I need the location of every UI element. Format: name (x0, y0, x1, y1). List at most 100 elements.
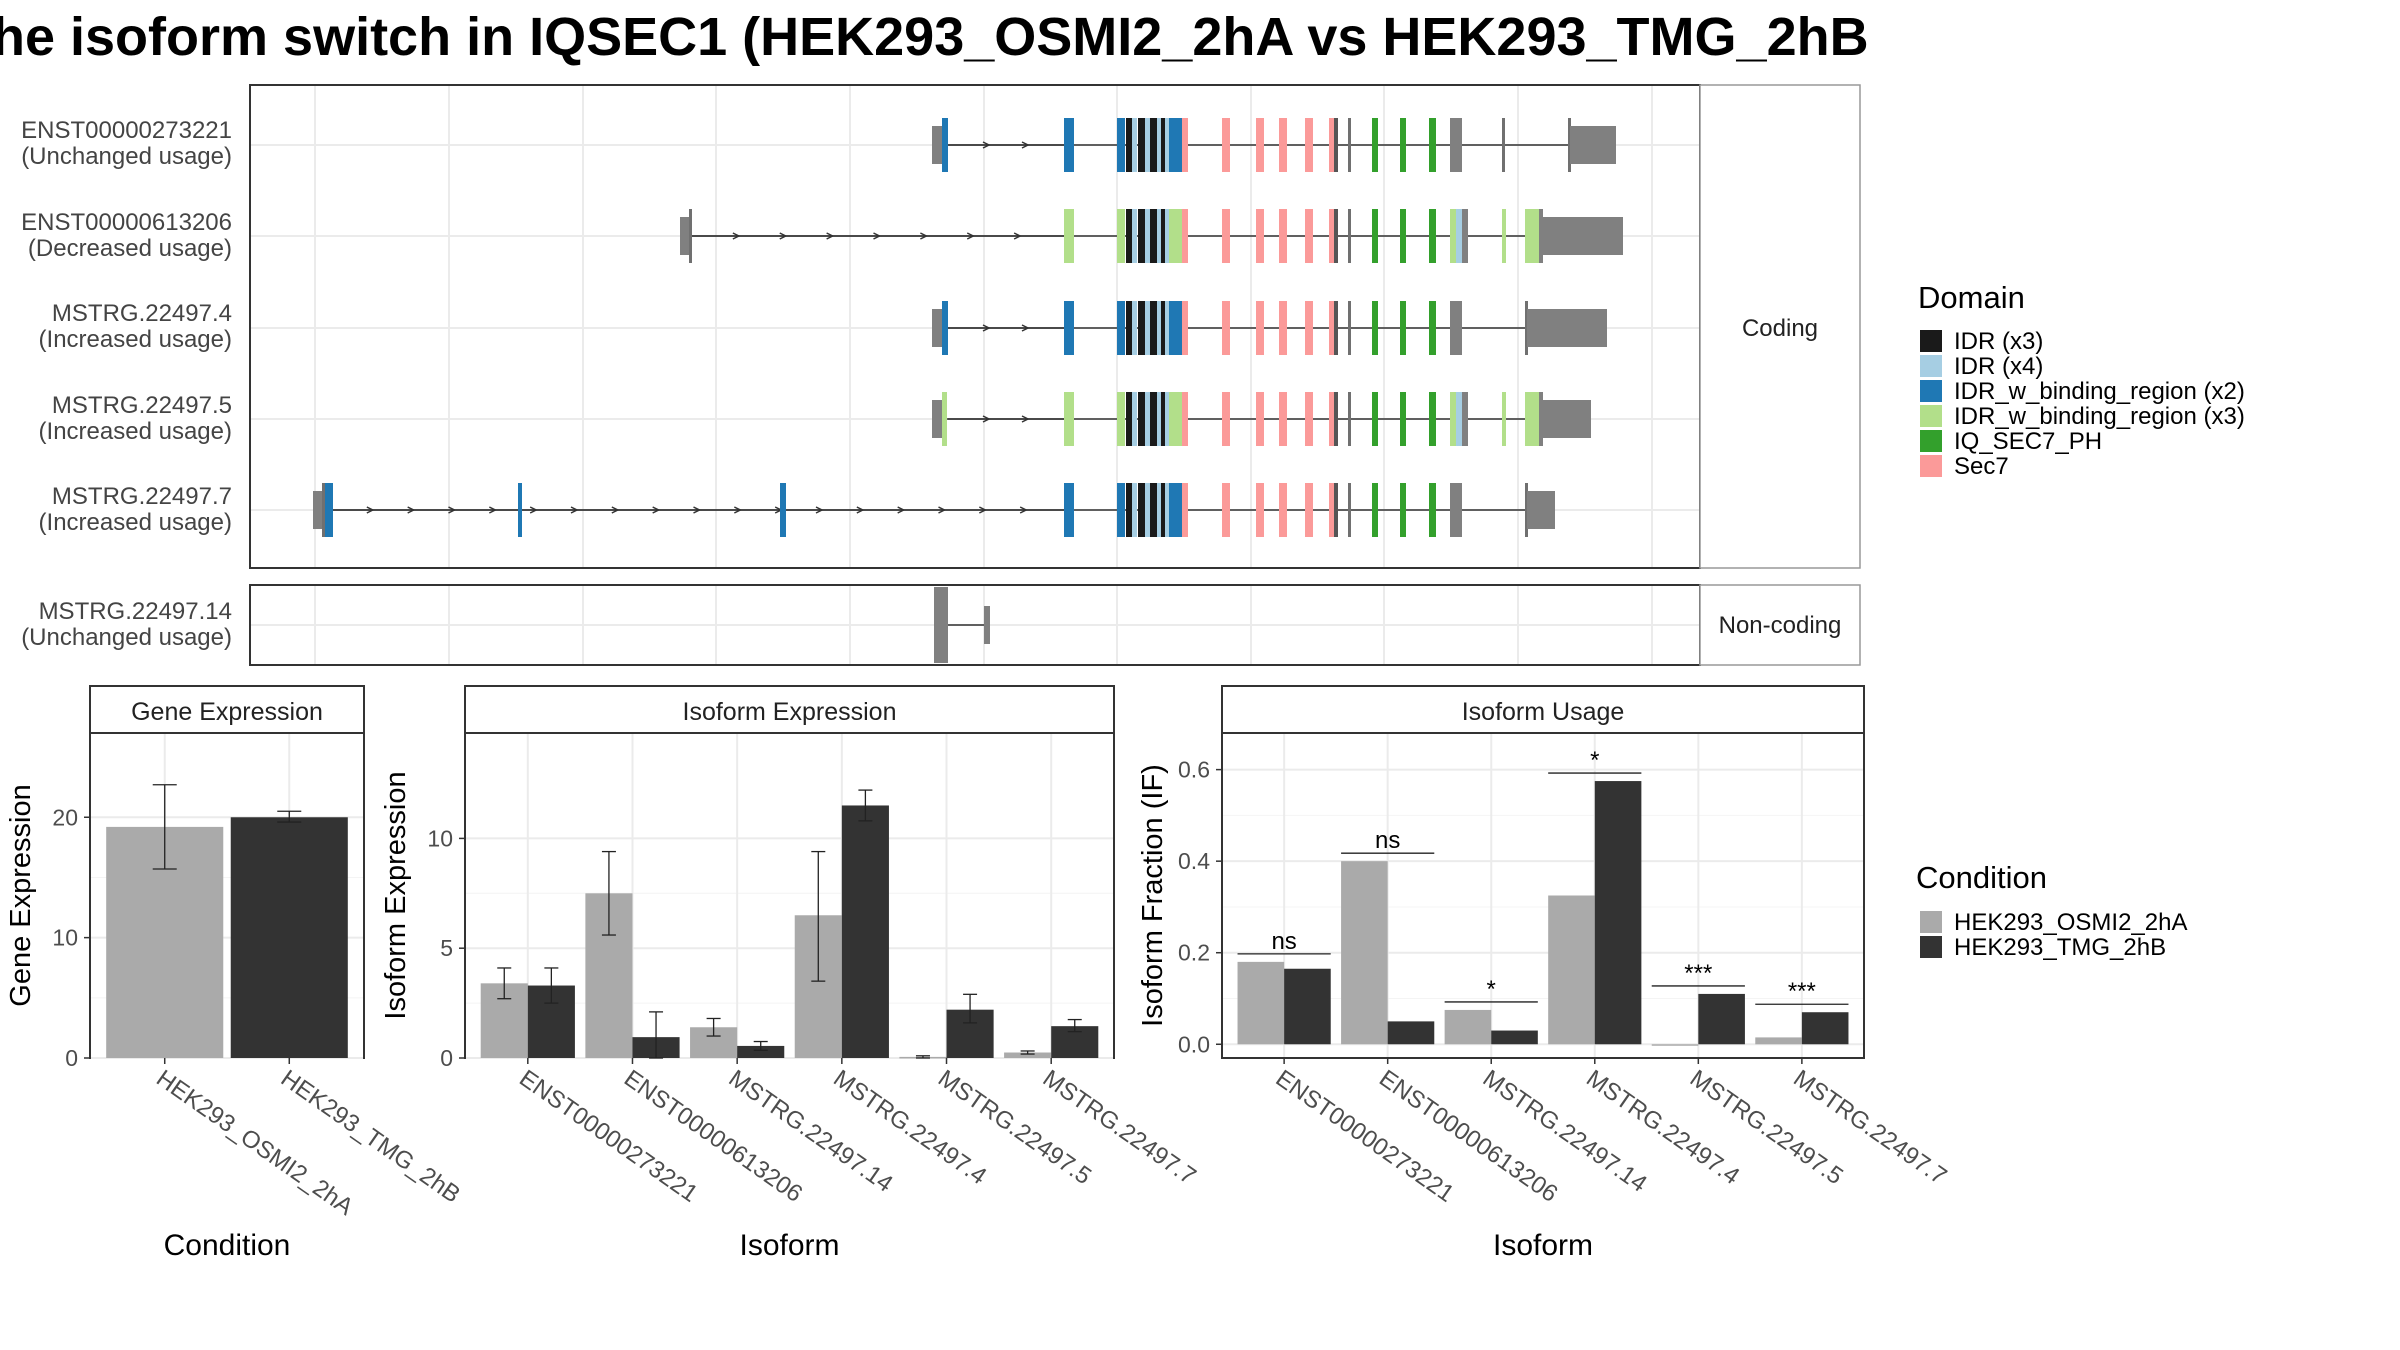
exon (780, 483, 786, 537)
domain-legend-key (1920, 355, 1942, 377)
exon (313, 491, 323, 529)
y-tick-label: 0.6 (1178, 757, 1210, 783)
exon (1150, 209, 1157, 263)
exon (1305, 301, 1313, 355)
panel-2: Isoform Expression 0 5 10 ENST00000273221ENS… (380, 685, 1201, 1262)
exon (1182, 392, 1188, 446)
exon (1172, 209, 1182, 263)
exon (1161, 301, 1166, 355)
exon-boundary (1348, 118, 1351, 172)
intron-arrow (732, 232, 741, 240)
exon (1429, 118, 1436, 172)
transcript-id-1: ENST00000273221 (21, 117, 232, 144)
panel-strip (89, 685, 365, 734)
exon (1570, 126, 1616, 164)
exon (1456, 392, 1462, 446)
exon (942, 301, 948, 355)
exon (1126, 301, 1132, 355)
condition-legend-key (1920, 911, 1942, 933)
y-tick-label: 5 (440, 935, 453, 961)
exon (932, 309, 942, 347)
exon-boundary (1348, 392, 1351, 446)
bar-HEK293_OSMI2_2hA-MSTRG.22497.14 (1444, 1009, 1492, 1045)
exon-boundary (1348, 483, 1351, 537)
exon (1182, 209, 1188, 263)
exon (1527, 309, 1607, 347)
exon (1450, 392, 1456, 446)
exon (1161, 209, 1166, 263)
intron-arrow (570, 506, 579, 514)
exon (1157, 392, 1161, 446)
exon (1279, 392, 1287, 446)
exon (1502, 209, 1506, 263)
exon (932, 126, 942, 164)
domain-legend-label: IDR_w_binding_region (x3) (1954, 403, 2245, 430)
exon (1279, 483, 1287, 537)
exon (1279, 118, 1287, 172)
bar-HEK293_TMG_2hB-MSTRG.22497.5 (1698, 993, 1745, 1045)
bar-HEK293_TMG_2hB-MSTRG.22497.14 (737, 1045, 785, 1058)
domain-legend-label: IDR_w_binding_region (x2) (1954, 378, 2245, 405)
exon (1305, 483, 1313, 537)
exon (1126, 392, 1132, 446)
exon (1305, 209, 1313, 263)
condition-legend-label: HEK293_TMG_2hB (1954, 934, 2166, 961)
exon (1138, 118, 1145, 172)
exon (1256, 118, 1264, 172)
transcript-usage-5: (Increased usage) (39, 509, 232, 536)
bar-HEK293_TMG_2hB-MSTRG.22497.4 (1594, 781, 1642, 1045)
bar-HEK293_TMG_2hB (230, 817, 348, 1058)
exon (1064, 118, 1074, 172)
intron-arrow (966, 232, 975, 240)
exon (1429, 392, 1436, 446)
x-tick-label: ENST00000613206 (619, 1065, 807, 1208)
exon (1157, 118, 1161, 172)
exon (1132, 118, 1137, 172)
significance-label: ns (1271, 928, 1296, 955)
significance-label: ns (1375, 827, 1400, 854)
exon (1543, 400, 1591, 438)
exon (1138, 301, 1145, 355)
domain-legend-key (1920, 380, 1942, 402)
intron-arrow (873, 232, 882, 240)
intron-arrow (856, 506, 865, 514)
intron-arrow (982, 141, 991, 149)
bar-HEK293_OSMI2_2hA-MSTRG.22497.7 (1755, 1037, 1802, 1045)
transcript-id-5: MSTRG.22497.7 (52, 483, 232, 510)
intron-arrow (897, 506, 906, 514)
intron-arrow (407, 506, 416, 514)
exon-boundary (1502, 118, 1505, 172)
intron-arrow (815, 506, 824, 514)
bar-HEK293_OSMI2_2hA-MSTRG.22497.5 (1651, 1044, 1699, 1046)
exon (1256, 392, 1264, 446)
transcript-usage-3: (Increased usage) (39, 326, 232, 353)
exon (1372, 392, 1378, 446)
exon (1165, 392, 1169, 446)
intron-arrow (693, 506, 702, 514)
x-tick-label: ENST00000273221 (1271, 1065, 1459, 1208)
exon (1182, 301, 1188, 355)
intron-arrow (529, 506, 538, 514)
bar-HEK293_OSMI2_2hA-ENST00000273221 (1237, 961, 1285, 1045)
bar-HEK293_TMG_2hB-MSTRG.22497.4 (841, 805, 889, 1058)
transcript-usage-1: (Unchanged usage) (21, 143, 232, 170)
exon (1400, 483, 1406, 537)
exon (1329, 483, 1335, 537)
transcript-id-2: ENST00000613206 (21, 209, 232, 236)
intron-arrow (982, 324, 991, 332)
exon-boundary (1525, 301, 1528, 355)
exon (1064, 483, 1074, 537)
y-tick-label: 0 (440, 1045, 453, 1071)
exon-boundary (322, 483, 325, 537)
exon (1182, 118, 1188, 172)
domain-legend-label: Sec7 (1954, 453, 2009, 480)
exon (1138, 392, 1145, 446)
exon (1150, 483, 1157, 537)
exon (1165, 483, 1169, 537)
transcript-usage-4: (Increased usage) (39, 418, 232, 445)
exon (1502, 392, 1506, 446)
exon (1222, 209, 1230, 263)
exon (1150, 118, 1157, 172)
exon (1150, 392, 1157, 446)
intron-arrow (938, 506, 947, 514)
